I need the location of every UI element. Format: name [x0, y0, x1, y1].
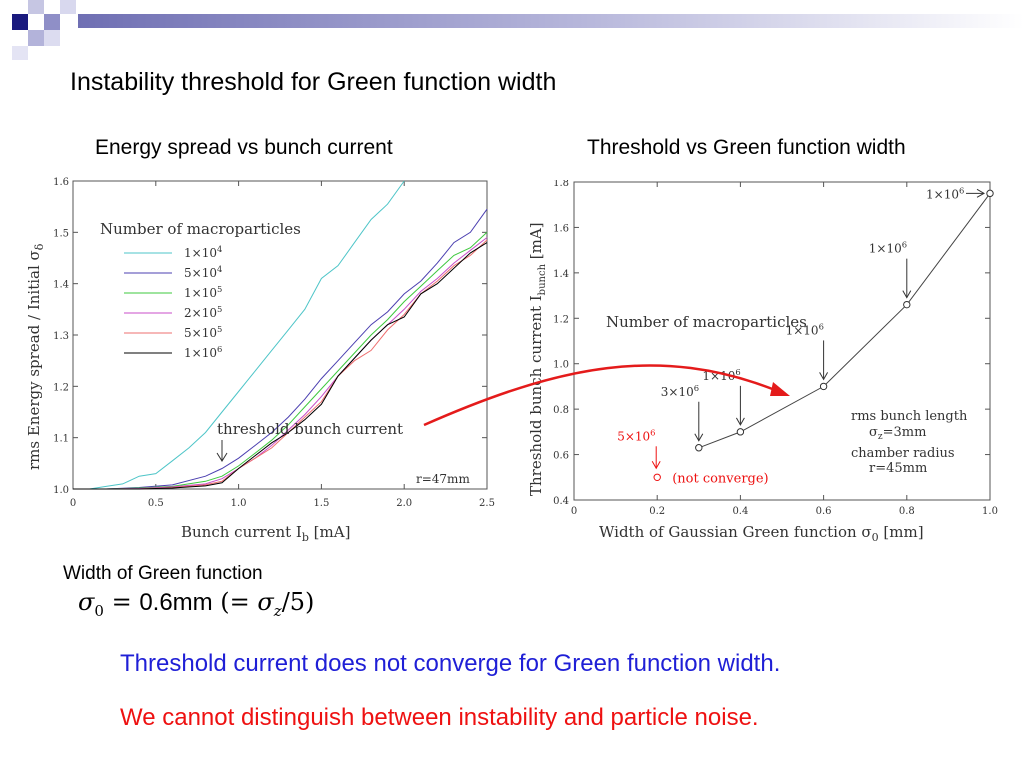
data-point [819, 382, 828, 391]
radius-annotation: r=47mm [416, 472, 470, 486]
conclusion-red: We cannot distinguish between instabilit… [120, 704, 759, 731]
x-tick-label: 0 [70, 498, 76, 509]
legend-entry: 2×105 [184, 304, 222, 320]
y-tick-label: 1.1 [53, 434, 69, 445]
conclusion-blue: Threshold current does not converge for … [120, 650, 781, 677]
not-converge-point [653, 473, 661, 481]
data-point [986, 189, 994, 198]
point-label: 1×106 [702, 367, 740, 383]
x-tick-label: 0.8 [899, 506, 915, 517]
x-tick-label: 0.4 [732, 506, 748, 517]
x-axis-label: Bunch current Ib [mA] [181, 523, 350, 544]
series-line-4 [73, 237, 488, 490]
label-arrow [735, 385, 745, 426]
threshold-annotation: threshold bunch current [217, 420, 403, 438]
x-tick-label: 2.5 [479, 498, 495, 509]
label-arrow [902, 258, 912, 299]
legend-entry: 1×104 [184, 244, 222, 260]
point-label: 1×106 [869, 240, 907, 256]
label-arrow [694, 401, 704, 442]
left-chart-subtitle: Energy spread vs bunch current [95, 136, 393, 159]
series-line-3 [73, 231, 488, 490]
x-tick-label: 2.0 [396, 498, 412, 509]
x-tick-label: 1.0 [231, 498, 247, 509]
svg-text:r=45mm: r=45mm [869, 461, 927, 476]
legend-title: Number of macroparticles [100, 220, 301, 238]
plot-frame [573, 181, 991, 501]
not-converge-note: (not converge) [672, 471, 768, 486]
y-axis-label: Threshold bunch current Ibunch [mA] [527, 222, 548, 496]
y-tick-label: 1.2 [53, 382, 69, 393]
y-tick-label: 0.6 [553, 451, 569, 462]
y-tick-label: 1.2 [553, 314, 569, 325]
energy-spread-chart: 1.0 1.1 1.2 1.3 1.4 1.5 1.6 0 0.5 1.0 1.5 2.0 2.5 1… [25, 177, 495, 544]
y-tick-label: 0.4 [553, 496, 569, 507]
x-tick-label: 1.0 [982, 506, 998, 517]
svg-text:rms bunch length: rms bunch length [851, 409, 968, 424]
legend-entry: 1×106 [184, 344, 222, 360]
threshold-chart: 0.4 0.6 0.8 1.0 1.2 1.4 1.6 1.8 0 0.2 0.4 0.6 0.8 1.… [527, 180, 998, 544]
legend-entry: 5×104 [184, 264, 222, 280]
x-axis-label: Width of Gaussian Green function σ0 [mm] [599, 523, 924, 544]
width-of-green-function-label: Width of Green function [63, 563, 263, 584]
legend-entry: 1×105 [184, 284, 222, 300]
x-tick-label: 0.2 [649, 506, 665, 517]
x-tick-label: 0.5 [148, 498, 164, 509]
y-tick-label: 1.5 [53, 228, 69, 239]
y-tick-label: 1.8 [553, 180, 569, 189]
header-decoration [12, 0, 1024, 60]
x-tick-label: 1.5 [313, 498, 329, 509]
x-tick-label: 0.6 [816, 506, 832, 517]
y-tick-label: 1.3 [53, 331, 69, 342]
threshold-arrow [216, 440, 228, 462]
y-tick-label: 1.4 [553, 269, 569, 280]
label-arrow [966, 188, 986, 198]
legend-entry: 5×105 [184, 324, 222, 340]
right-chart-subtitle: Threshold vs Green function width [587, 136, 906, 159]
data-point [903, 300, 911, 309]
y-tick-label: 0.8 [553, 405, 569, 416]
series-line-6 [73, 242, 488, 490]
y-axis-label: rms Energy spread / Initial σδ [25, 243, 46, 470]
y-tick-label: 1.0 [553, 360, 569, 371]
sigma-formula: σ0 = 0.6mm (= σz/5) [78, 588, 315, 620]
y-tick-label: 1.6 [53, 177, 69, 188]
info-box: rms bunch length σz=3mm chamber radius r… [851, 409, 968, 476]
y-tick-label: 1.4 [53, 280, 69, 291]
y-tick-label: 1.0 [53, 485, 69, 496]
not-converge-label: 5×106 [617, 427, 655, 443]
label-arrow [651, 446, 661, 470]
data-point [695, 444, 703, 452]
point-label: 1×106 [926, 185, 964, 201]
svg-text:chamber radius: chamber radius [851, 446, 955, 461]
y-tick-label: 1.6 [553, 223, 569, 234]
series-line-1 [73, 180, 405, 490]
slide-title: Instability threshold for Green function… [70, 68, 557, 96]
point-label: 3×106 [661, 383, 699, 399]
point-label: 1×106 [786, 321, 824, 337]
series-line-5 [73, 239, 488, 490]
legend-title: Number of macroparticles [606, 313, 807, 331]
x-tick-label: 0 [571, 506, 577, 517]
label-arrow [819, 340, 829, 381]
series-line-2 [73, 208, 488, 490]
data-point [736, 428, 745, 436]
svg-text:σz=3mm: σz=3mm [869, 425, 926, 442]
